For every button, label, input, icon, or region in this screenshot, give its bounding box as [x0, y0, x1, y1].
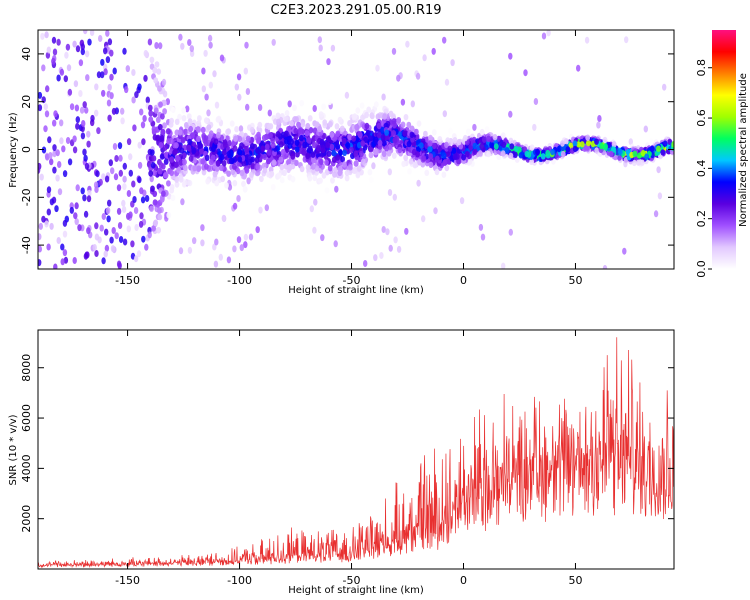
colorbar-gradient	[712, 30, 736, 269]
snr-x-tick-label: -150	[115, 574, 140, 587]
spectrogram-x-label: Height of straight line (km)	[288, 285, 424, 296]
snr-x-label: Height of straight line (km)	[288, 585, 424, 596]
spectrogram-y-label: Frequency (Hz)	[8, 112, 19, 188]
spectrogram-y-tick-label: 0	[20, 146, 33, 153]
snr-x-tick-label: -100	[227, 574, 252, 587]
snr-series-line	[37, 337, 675, 569]
spectrogram-y-tick-label: 20	[20, 95, 33, 109]
spectrogram-x-tick-label: 50	[568, 274, 582, 287]
colorbar-ticks: 0.0 0.2 0.4 0.6 0.8	[695, 59, 712, 278]
colorbar-label: Normalized spectral amplitude	[738, 73, 749, 227]
colorbar-tick-label: 0.4	[695, 160, 708, 178]
snr-y-ticks: 2000 4000 6000 8000	[20, 354, 674, 533]
spectrogram-x-tick-label: -50	[343, 274, 361, 287]
snr-x-tick-label: -50	[343, 574, 361, 587]
snr-y-label: SNR (10 * v/v)	[8, 414, 19, 485]
colorbar: 0.0 0.2 0.4 0.6 0.8 Normalized spectral ampl…	[695, 30, 749, 278]
snr-x-tick-label: 0	[460, 574, 467, 587]
figure-title: C2E3.2023.291.05.00.R19	[270, 3, 441, 18]
colorbar-tick-label: 0.0	[695, 260, 708, 278]
spectrogram-x-tick-label: -100	[227, 274, 252, 287]
colorbar-tick-label: 0.2	[695, 210, 708, 228]
spectrogram-panel: -150 -100 -50 0 50 -40 -20 0 20 40 Height of str…	[8, 29, 675, 296]
colorbar-tick-label: 0.6	[695, 109, 708, 127]
snr-y-tick-label: 4000	[20, 454, 33, 482]
snr-panel: -150 -100 -50 0 50 2000 4000 6000 8000 Height o…	[8, 329, 675, 596]
snr-frame	[37, 329, 675, 570]
snr-y-tick-label: 6000	[20, 404, 33, 432]
spectrogram-heatmap	[38, 30, 674, 269]
spectrogram-y-ticks: -40 -20 0 20 40	[20, 47, 674, 254]
colorbar-tick-label: 0.8	[695, 59, 708, 77]
snr-y-tick-label: 8000	[20, 354, 33, 382]
spectrogram-y-tick-label: 40	[20, 47, 33, 61]
spectrogram-x-tick-label: -150	[115, 274, 140, 287]
spectrogram-x-ticks: -150 -100 -50 0 50	[115, 30, 582, 287]
spectrogram-x-tick-label: 0	[460, 274, 467, 287]
snr-x-tick-label: 50	[568, 574, 582, 587]
spectrogram-y-tick-label: -40	[20, 236, 33, 254]
snr-x-ticks: -150 -100 -50 0 50	[115, 330, 582, 587]
spectrogram-y-tick-label: -20	[20, 188, 33, 206]
snr-y-tick-label: 2000	[20, 505, 33, 533]
